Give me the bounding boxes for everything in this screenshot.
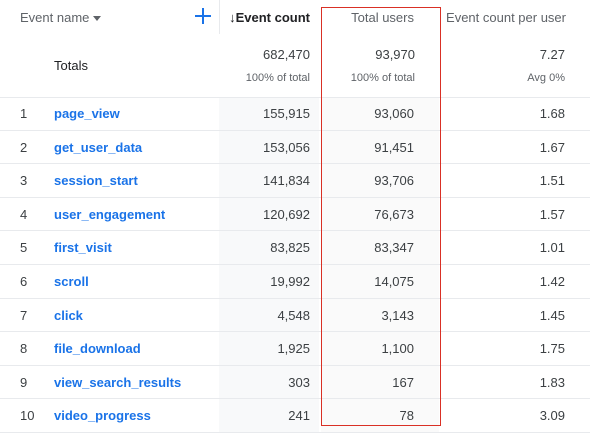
event-count-value: 141,834 <box>263 173 310 189</box>
table-row[interactable]: 10 video_progress 241 78 3.09 <box>0 399 590 433</box>
total-users-value: 76,673 <box>374 206 414 222</box>
total-users-value: 83,347 <box>374 240 414 256</box>
table-header: Event name ↓Event count Total users Even… <box>0 0 590 34</box>
per-user-value: 1.68 <box>539 106 565 121</box>
highlight-box <box>321 7 441 426</box>
row-index: 1 <box>20 106 28 121</box>
event-name-link[interactable]: session_start <box>54 173 138 189</box>
row-index: 9 <box>20 374 28 390</box>
users-column-background <box>321 97 439 433</box>
plus-icon[interactable] <box>193 6 213 26</box>
total-users-header[interactable]: Total users <box>351 10 414 25</box>
event-count-header[interactable]: ↓Event count <box>226 10 310 26</box>
event-count-value: 303 <box>288 374 310 390</box>
event-count-header-label: Event count <box>235 10 310 25</box>
totals-row: Totals 682,470 100% of total 93,970 100%… <box>0 34 590 98</box>
table-row[interactable]: 6 scroll 19,992 14,075 1.42 <box>0 265 590 299</box>
totals-per-user-avg: Avg 0% <box>527 72 565 84</box>
event-name-header[interactable]: Event name <box>20 10 102 26</box>
event-count-value: 83,825 <box>270 240 310 256</box>
per-user-value: 1.83 <box>539 374 565 390</box>
totals-label: Totals <box>54 58 88 73</box>
totals-event-count-percent: 100% of total <box>245 72 310 84</box>
row-index: 10 <box>20 408 35 424</box>
table-row[interactable]: 2 get_user_data 153,056 91,451 1.67 <box>0 131 590 165</box>
event-count-value: 120,692 <box>263 206 310 222</box>
per-user-value: 1.67 <box>539 139 565 155</box>
table-row[interactable]: 9 view_search_results 303 167 1.83 <box>0 366 590 400</box>
event-name-link[interactable]: view_search_results <box>54 374 182 390</box>
event-count-value: 4,548 <box>277 307 310 323</box>
per-user-value: 1.45 <box>539 307 565 323</box>
event-count-value: 241 <box>288 408 310 424</box>
event-count-value: 1,925 <box>277 341 310 357</box>
total-users-value: 93,706 <box>374 173 414 189</box>
row-index: 5 <box>20 240 28 256</box>
table-row[interactable]: 8 file_download 1,925 1,100 1.75 <box>0 332 590 366</box>
per-user-value: 1.75 <box>539 341 565 357</box>
table-row[interactable]: 5 first_visit 83,825 83,347 1.01 <box>0 231 590 265</box>
total-users-value: 167 <box>392 374 414 390</box>
event-name-link[interactable]: scroll <box>54 274 89 289</box>
event-count-value: 19,992 <box>270 274 310 289</box>
caret-down-icon <box>93 16 102 22</box>
total-users-value: 78 <box>399 408 414 424</box>
event-name-header-label: Event name <box>20 10 90 25</box>
table-row[interactable]: 4 user_engagement 120,692 76,673 1.57 <box>0 198 590 232</box>
row-index: 4 <box>20 206 28 222</box>
sorted-column-background <box>219 97 319 433</box>
event-name-link[interactable]: file_download <box>54 341 141 357</box>
event-count-value: 153,056 <box>263 139 310 155</box>
event-count-per-user-header[interactable]: Event count per user <box>446 10 566 25</box>
totals-per-user: 7.27 <box>539 47 565 62</box>
event-name-link[interactable]: first_visit <box>54 240 112 256</box>
row-index: 2 <box>20 139 28 155</box>
row-index: 8 <box>20 341 28 357</box>
event-name-link[interactable]: get_user_data <box>54 139 143 155</box>
total-users-value: 93,060 <box>374 106 414 121</box>
total-users-value: 14,075 <box>374 274 414 289</box>
event-count-value: 155,915 <box>263 106 310 121</box>
table-row[interactable]: 7 click 4,548 3,143 1.45 <box>0 299 590 333</box>
table-row[interactable]: 3 session_start 141,834 93,706 1.51 <box>0 164 590 198</box>
totals-event-count: 682,470 <box>263 47 310 62</box>
header-divider <box>219 0 220 34</box>
table-row[interactable]: 1 page_view 155,915 93,060 1.68 <box>0 97 590 131</box>
per-user-value: 1.57 <box>539 206 565 222</box>
event-name-link[interactable]: click <box>54 307 83 323</box>
totals-total-users: 93,970 <box>375 47 415 62</box>
arrow-down-icon: ↓ <box>229 10 236 25</box>
row-index: 3 <box>20 173 28 189</box>
row-index: 6 <box>20 274 28 289</box>
per-user-value: 1.51 <box>539 173 565 189</box>
total-users-value: 1,100 <box>381 341 414 357</box>
total-users-value: 91,451 <box>374 139 414 155</box>
event-name-link[interactable]: page_view <box>54 106 120 121</box>
totals-total-users-percent: 100% of total <box>350 72 415 84</box>
event-name-link[interactable]: video_progress <box>54 408 151 424</box>
event-name-link[interactable]: user_engagement <box>54 206 166 222</box>
row-index: 7 <box>20 307 28 323</box>
per-user-value: 1.01 <box>539 240 565 256</box>
per-user-value: 3.09 <box>539 408 565 424</box>
total-users-value: 3,143 <box>381 307 414 323</box>
per-user-value: 1.42 <box>539 274 565 289</box>
